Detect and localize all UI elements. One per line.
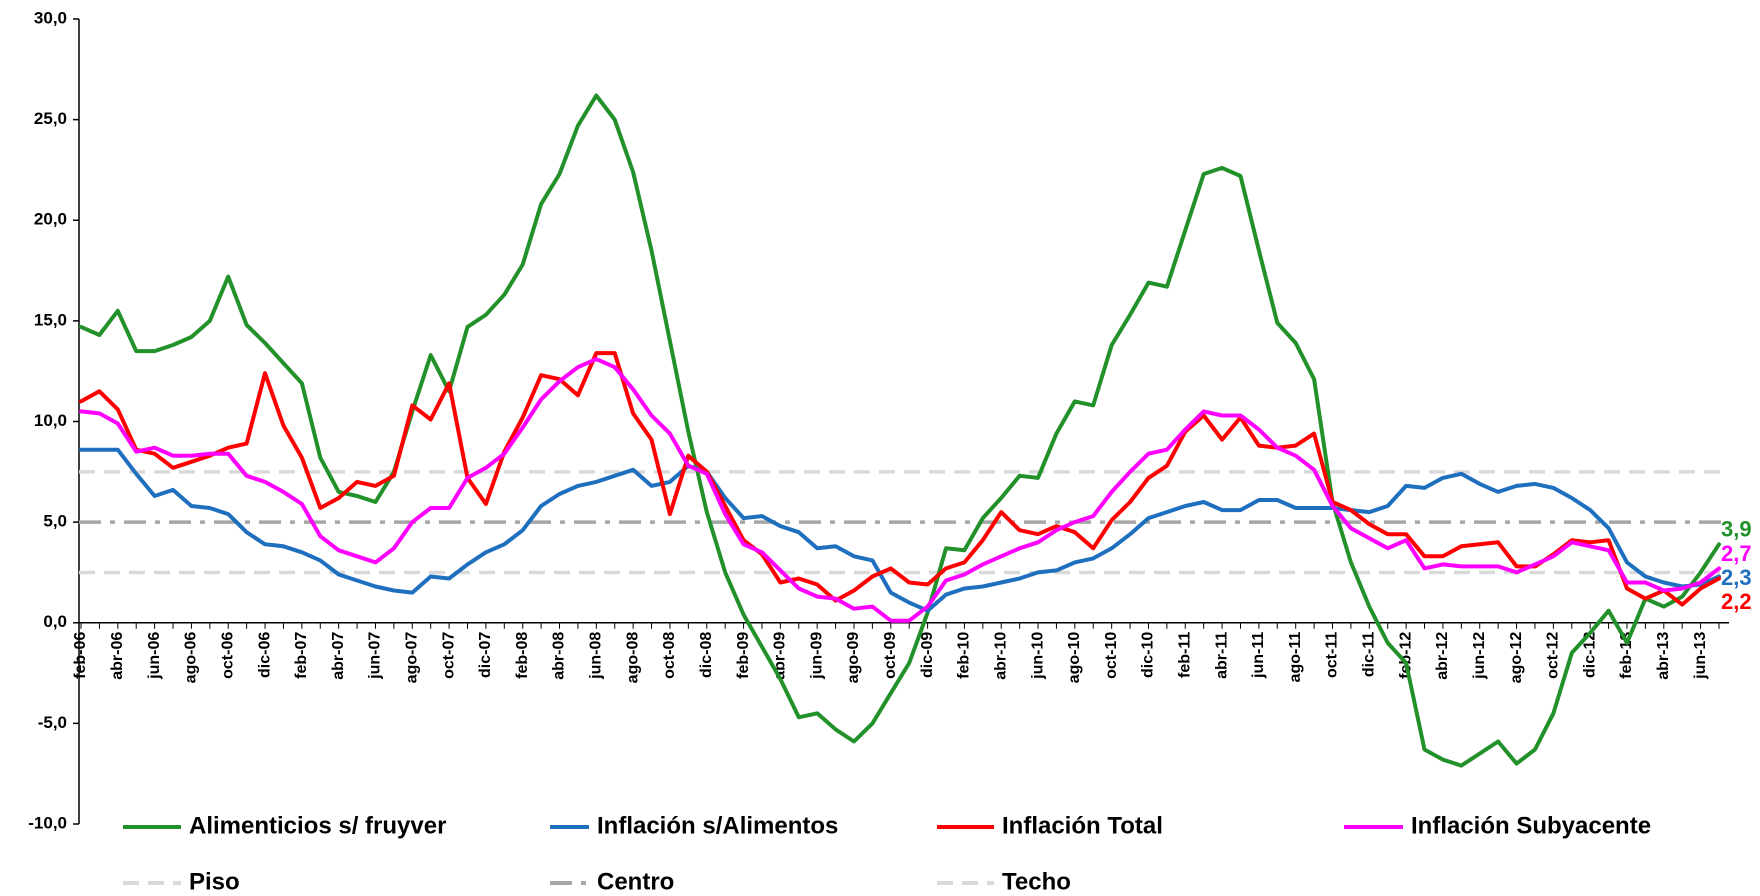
y-tick-label: 20,0 xyxy=(34,210,67,229)
x-tick-label: dic-12 xyxy=(1581,632,1598,678)
x-tick-label: abr-09 xyxy=(772,632,789,680)
legend-label: Techo xyxy=(1002,868,1071,895)
series-line xyxy=(79,351,1721,607)
end-label: 2,3 xyxy=(1721,565,1752,590)
legend-label: Piso xyxy=(189,868,240,895)
x-tick-label: abr-12 xyxy=(1434,632,1451,680)
x-tick-label: oct-06 xyxy=(219,632,236,679)
x-tick-label: oct-07 xyxy=(440,632,457,679)
x-tick-label: dic-11 xyxy=(1361,632,1378,677)
x-tick-label: ago-07 xyxy=(403,632,420,684)
end-label: 2,7 xyxy=(1721,541,1752,566)
x-tick-label: oct-10 xyxy=(1103,632,1120,679)
x-tick-label: ago-09 xyxy=(845,632,862,684)
y-tick-label: 5,0 xyxy=(43,512,67,531)
x-tick-label: jun-06 xyxy=(146,632,163,680)
x-tick-label: feb-07 xyxy=(293,632,310,679)
legend-label: Alimenticios s/ fruyver xyxy=(189,812,446,839)
x-tick-label: ago-12 xyxy=(1508,632,1525,684)
y-tick-label: -10,0 xyxy=(28,813,67,832)
series-line xyxy=(79,357,1721,623)
x-tick-label: oct-08 xyxy=(661,632,678,679)
x-tick-label: feb-09 xyxy=(735,632,752,679)
x-tick-label: feb-10 xyxy=(956,632,973,679)
x-tick-label: dic-06 xyxy=(256,632,273,678)
x-tick-label: oct-11 xyxy=(1324,632,1341,678)
x-tick-label: abr-11 xyxy=(1213,632,1230,679)
x-tick-label: dic-09 xyxy=(919,632,936,678)
y-tick-label: 10,0 xyxy=(34,411,67,430)
x-tick-label: jun-12 xyxy=(1471,632,1488,680)
y-tick-label: 30,0 xyxy=(34,8,67,27)
y-tick-label: 25,0 xyxy=(34,109,67,128)
x-tick-label: jun-07 xyxy=(367,632,384,680)
y-tick-label: -5,0 xyxy=(38,713,67,732)
x-tick-label: jun-11 xyxy=(1250,632,1267,679)
end-label: 2,2 xyxy=(1721,589,1752,614)
y-tick-label: 15,0 xyxy=(34,310,67,329)
x-tick-label: abr-10 xyxy=(992,632,1009,680)
y-tick-label: 0,0 xyxy=(43,612,67,631)
x-tick-label: feb-06 xyxy=(72,632,89,679)
x-tick-label: jun-10 xyxy=(1029,632,1046,680)
x-tick-label: abr-13 xyxy=(1655,632,1672,680)
x-tick-label: abr-07 xyxy=(330,632,347,680)
x-tick-label: feb-08 xyxy=(514,632,531,679)
series-line xyxy=(79,93,1721,768)
end-label: 3,9 xyxy=(1721,517,1752,542)
x-tick-label: abr-08 xyxy=(551,632,568,680)
x-tick-label: jun-13 xyxy=(1692,632,1709,680)
x-tick-label: oct-09 xyxy=(882,632,899,679)
x-tick-label: dic-08 xyxy=(698,632,715,678)
x-tick-label: dic-10 xyxy=(1140,632,1157,678)
x-tick-label: feb-11 xyxy=(1176,632,1193,678)
x-tick-label: oct-12 xyxy=(1545,632,1562,679)
x-tick-label: jun-08 xyxy=(588,632,605,680)
x-tick-label: ago-08 xyxy=(624,632,641,684)
series-line xyxy=(79,447,1721,613)
x-tick-label: dic-07 xyxy=(477,632,494,678)
x-tick-label: abr-06 xyxy=(109,632,126,680)
x-tick-label: jun-09 xyxy=(808,632,825,680)
x-tick-label: ago-11 xyxy=(1287,632,1304,683)
legend-label: Inflación Total xyxy=(1002,812,1163,839)
legend-label: Inflación Subyacente xyxy=(1411,812,1651,839)
x-tick-label: feb-12 xyxy=(1397,632,1414,679)
legend-label: Inflación s/Alimentos xyxy=(597,812,838,839)
x-tick-label: ago-06 xyxy=(183,632,200,684)
x-tick-label: ago-10 xyxy=(1066,632,1083,684)
x-tick-label: feb-13 xyxy=(1618,632,1635,679)
legend-label: Centro xyxy=(597,868,674,895)
